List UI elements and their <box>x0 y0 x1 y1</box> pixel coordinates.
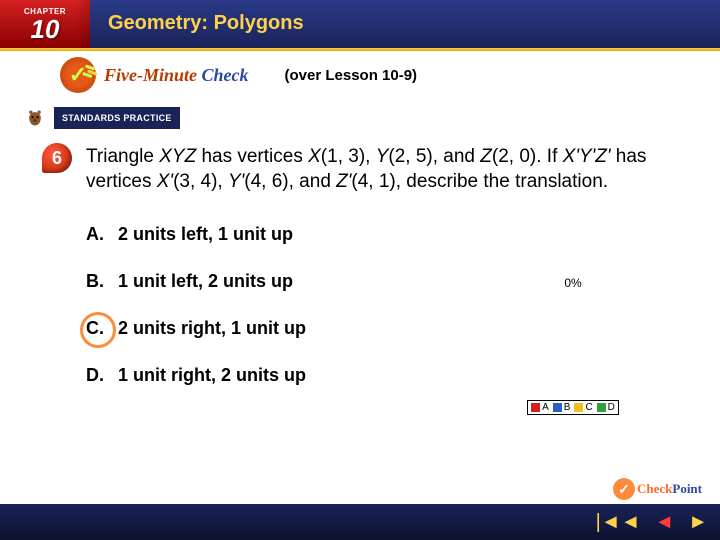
legend-item-b: B <box>553 402 571 413</box>
answer-letter: D. <box>86 365 108 386</box>
five-minute-check-banner: ✓ Five-Minute Check (over Lesson 10-9) <box>0 51 720 97</box>
question-text: Triangle XYZ has vertices X(1, 3), Y(2, … <box>86 145 694 194</box>
page-title: Geometry: Polygons <box>90 0 720 48</box>
answer-option-a[interactable]: A. 2 units left, 1 unit up <box>86 224 694 245</box>
standards-practice-strip: STANDARDS PRACTICE <box>22 105 720 131</box>
legend-swatch <box>553 403 562 412</box>
nav-prev-button[interactable]: ◄ <box>654 511 674 534</box>
nav-first-button[interactable]: |◄◄ <box>596 511 641 534</box>
checkpoint-logo: ✓ CheckPoint <box>613 478 702 500</box>
legend-item-a: A <box>531 402 549 413</box>
legend-swatch <box>574 403 583 412</box>
legend-item-d: D <box>597 402 615 413</box>
chart-legend: A B C D <box>527 400 619 415</box>
over-lesson-label: (over Lesson 10-9) <box>285 67 418 84</box>
slide: CHAPTER 10 Geometry: Polygons ✓ Five-Min… <box>0 0 720 540</box>
answer-text: 2 units right, 1 unit up <box>118 318 306 339</box>
chapter-number: 10 <box>31 16 60 42</box>
question-number-badge: 6 <box>42 143 72 173</box>
check-icon: ✓ <box>613 478 635 500</box>
legend-swatch <box>531 403 540 412</box>
legend-swatch <box>597 403 606 412</box>
answer-letter: A. <box>86 224 108 245</box>
check-icon: ✓ <box>60 57 96 93</box>
percent-label: 0% <box>468 276 678 290</box>
chapter-tab: CHAPTER 10 <box>0 0 90 48</box>
answer-letter: C. <box>86 318 108 339</box>
response-chart: 0% A B C D <box>468 276 678 417</box>
legend-item-c: C <box>574 402 592 413</box>
bear-icon <box>22 105 48 131</box>
bottom-nav-bar: |◄◄ ◄ ► <box>0 504 720 540</box>
answer-letter: B. <box>86 271 108 292</box>
five-minute-text: Five-Minute Check <box>104 65 249 86</box>
answer-text: 1 unit left, 2 units up <box>118 271 293 292</box>
answer-text: 2 units left, 1 unit up <box>118 224 293 245</box>
answer-text: 1 unit right, 2 units up <box>118 365 306 386</box>
standards-practice-label: STANDARDS PRACTICE <box>54 107 180 129</box>
header-bar: CHAPTER 10 Geometry: Polygons <box>0 0 720 48</box>
nav-next-button[interactable]: ► <box>688 511 708 534</box>
five-minute-badge: ✓ Five-Minute Check <box>60 57 249 93</box>
